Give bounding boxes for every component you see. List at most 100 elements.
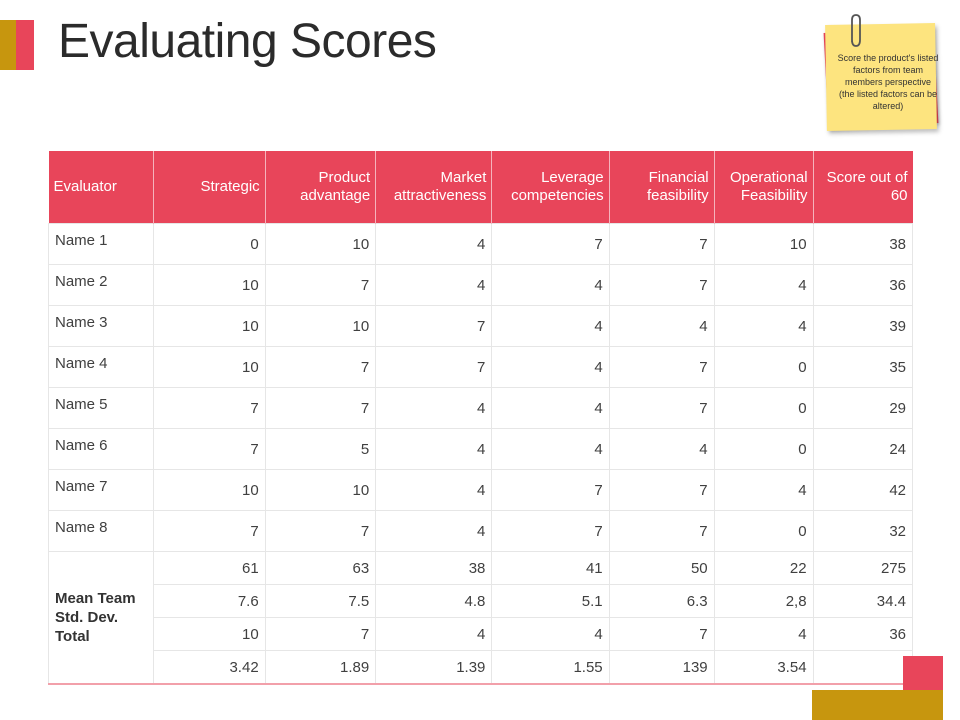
summary-label-line: Total bbox=[55, 628, 90, 645]
score-cell: 7 bbox=[608, 469, 715, 511]
header-market-attractiveness: Market attractiveness bbox=[375, 151, 492, 224]
decor-bar-gold-left bbox=[0, 20, 16, 70]
table-header-row: Evaluator Strategic Product advantage Ma… bbox=[48, 151, 913, 224]
summary-row: 3.42 1.89 1.39 1.55 139 3.54 bbox=[49, 650, 914, 685]
summary-label-line: Mean Team bbox=[55, 590, 136, 607]
summary-cell: 3.42 bbox=[152, 650, 266, 685]
score-cell: 36 bbox=[812, 264, 914, 306]
score-cell: 7 bbox=[608, 387, 715, 429]
score-cell: 4 bbox=[491, 264, 610, 306]
summary-cell: 61 bbox=[152, 551, 266, 585]
score-cell: 10 bbox=[152, 264, 266, 306]
evaluator-name-cell: Name 5 bbox=[48, 387, 154, 429]
table-row: Name 7 10 10 4 7 7 4 42 bbox=[48, 469, 914, 511]
score-cell: 10 bbox=[264, 469, 377, 511]
summary-cell bbox=[812, 650, 914, 685]
summary-cell: 63 bbox=[264, 551, 377, 585]
score-cell: 4 bbox=[713, 469, 814, 511]
evaluator-name-cell: Name 3 bbox=[48, 305, 154, 347]
summary-cell: 7 bbox=[264, 617, 377, 651]
header-evaluator: Evaluator bbox=[48, 151, 154, 224]
summary-cell: 275 bbox=[812, 551, 914, 585]
score-cell: 29 bbox=[812, 387, 914, 429]
table-row: Name 8 7 7 4 7 7 0 32 bbox=[48, 510, 914, 552]
sticky-note-text: Score the product's listed factors from … bbox=[837, 53, 939, 111]
table-row: Name 5 7 7 4 4 7 0 29 bbox=[48, 387, 914, 429]
decor-bar-red-left bbox=[16, 20, 34, 70]
score-cell: 7 bbox=[264, 510, 377, 552]
score-cell: 4 bbox=[491, 387, 610, 429]
summary-cell: 4 bbox=[375, 617, 493, 651]
scores-table: Evaluator Strategic Product advantage Ma… bbox=[48, 151, 914, 685]
header-product-advantage: Product advantage bbox=[264, 151, 376, 224]
score-cell: 32 bbox=[812, 510, 914, 552]
score-cell: 0 bbox=[152, 223, 266, 265]
summary-cell: 50 bbox=[608, 551, 715, 585]
score-cell: 7 bbox=[375, 305, 493, 347]
summary-cell: 1.39 bbox=[375, 650, 493, 685]
score-cell: 7 bbox=[264, 387, 377, 429]
summary-cell: 36 bbox=[812, 617, 914, 651]
score-cell: 7 bbox=[152, 510, 266, 552]
score-cell: 4 bbox=[375, 387, 493, 429]
score-cell: 7 bbox=[608, 223, 715, 265]
score-cell: 4 bbox=[375, 428, 493, 470]
summary-cell: 139 bbox=[608, 650, 715, 685]
score-cell: 4 bbox=[608, 428, 715, 470]
summary-cell: 4 bbox=[491, 617, 610, 651]
score-cell: 7 bbox=[608, 346, 715, 388]
summary-cell: 3.54 bbox=[713, 650, 814, 685]
summary-cell: 1.55 bbox=[491, 650, 610, 685]
summary-cell: 5.1 bbox=[491, 584, 610, 618]
summary-cell: 1.89 bbox=[264, 650, 377, 685]
score-cell: 7 bbox=[152, 428, 266, 470]
summary-cell: 2,8 bbox=[713, 584, 814, 618]
score-cell: 4 bbox=[375, 223, 493, 265]
header-score: Score out of 60 bbox=[812, 151, 913, 224]
score-cell: 10 bbox=[713, 223, 814, 265]
score-cell: 4 bbox=[608, 305, 715, 347]
evaluator-name-cell: Name 2 bbox=[48, 264, 154, 306]
summary-cell: 7.5 bbox=[264, 584, 377, 618]
summary-cell: 22 bbox=[713, 551, 814, 585]
score-cell: 10 bbox=[264, 305, 377, 347]
score-cell: 7 bbox=[264, 346, 377, 388]
score-cell: 24 bbox=[812, 428, 914, 470]
score-cell: 10 bbox=[264, 223, 377, 265]
header-leverage-competencies: Leverage competencies bbox=[491, 151, 610, 224]
score-cell: 35 bbox=[812, 346, 914, 388]
score-cell: 42 bbox=[812, 469, 914, 511]
score-cell: 4 bbox=[713, 305, 814, 347]
header-operational-feasibility: Operational Feasibility bbox=[713, 151, 814, 224]
score-cell: 7 bbox=[152, 387, 266, 429]
score-cell: 0 bbox=[713, 387, 814, 429]
score-cell: 0 bbox=[713, 346, 814, 388]
score-cell: 4 bbox=[375, 264, 493, 306]
score-cell: 10 bbox=[152, 346, 266, 388]
evaluator-name-cell: Name 4 bbox=[48, 346, 154, 388]
header-strategic: Strategic bbox=[152, 151, 266, 224]
summary-cell: 34.4 bbox=[812, 584, 914, 618]
score-cell: 4 bbox=[375, 510, 493, 552]
score-cell: 4 bbox=[491, 428, 610, 470]
score-cell: 4 bbox=[375, 469, 493, 511]
score-cell: 5 bbox=[264, 428, 377, 470]
score-cell: 7 bbox=[491, 510, 610, 552]
table-row: Name 6 7 5 4 4 4 0 24 bbox=[48, 428, 914, 470]
summary-cell: 10 bbox=[152, 617, 266, 651]
page-title: Evaluating Scores bbox=[58, 15, 437, 68]
score-cell: 4 bbox=[713, 264, 814, 306]
table-row: Name 3 10 10 7 4 4 4 39 bbox=[48, 305, 914, 347]
evaluator-name-cell: Name 1 bbox=[48, 223, 154, 265]
summary-row: Mean Team Std. Dev. Total 61 63 38 41 50 22 275 bbox=[48, 551, 914, 685]
summary-cell: 6.3 bbox=[608, 584, 715, 618]
summary-label-cell: Mean Team Std. Dev. Total bbox=[48, 551, 154, 685]
score-cell: 4 bbox=[491, 346, 610, 388]
summary-cell: 38 bbox=[375, 551, 493, 585]
summary-cell: 4 bbox=[713, 617, 814, 651]
table-row: Name 1 0 10 4 7 7 10 38 bbox=[48, 223, 914, 265]
summary-row: 7.6 7.5 4.8 5.1 6.3 2,8 34.4 bbox=[49, 584, 914, 618]
score-cell: 0 bbox=[713, 510, 814, 552]
summary-cell: 7.6 bbox=[152, 584, 266, 618]
score-cell: 10 bbox=[152, 469, 266, 511]
